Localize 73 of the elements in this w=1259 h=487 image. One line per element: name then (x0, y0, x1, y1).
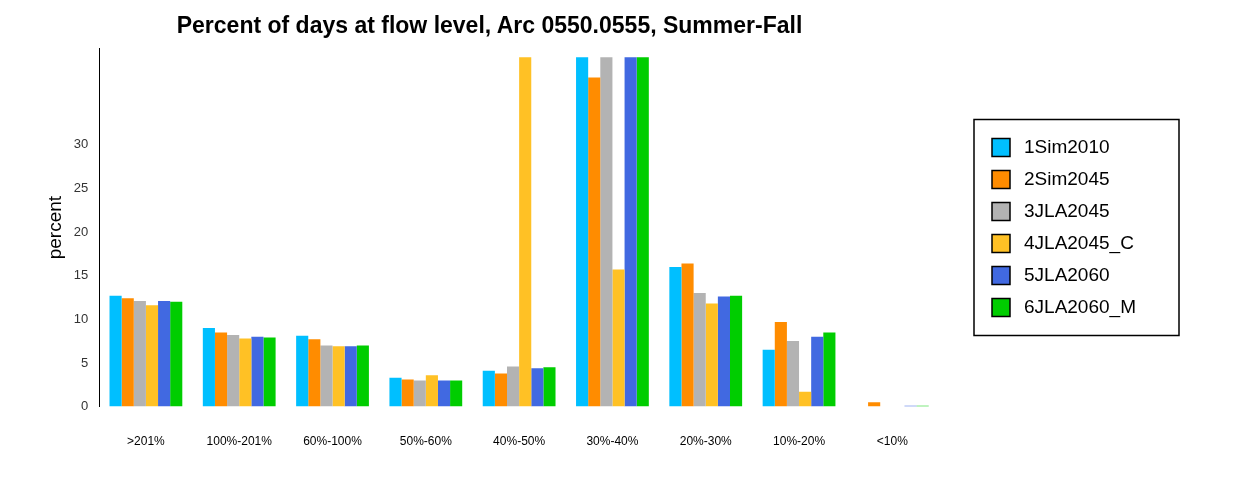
bar (669, 266, 682, 407)
bar (693, 293, 706, 407)
bar (636, 57, 649, 407)
bar (774, 321, 787, 407)
bar (158, 300, 171, 407)
bar (239, 338, 252, 407)
y-tick-label: 5 (81, 354, 89, 370)
x-tick-label: 40%-50% (493, 434, 546, 449)
bar (600, 57, 613, 407)
bar (251, 336, 264, 407)
bar (576, 57, 589, 407)
x-tick-label: 50%-60% (399, 434, 453, 449)
bar (494, 373, 507, 407)
legend-label: 4JLA2045_C (1024, 231, 1134, 254)
bar (145, 305, 159, 407)
bar (786, 341, 800, 407)
bar (868, 402, 881, 407)
bar (482, 370, 495, 407)
bar (413, 380, 426, 407)
bar (507, 366, 520, 407)
y-tick-label: 10 (73, 310, 89, 326)
bar (170, 301, 183, 407)
x-tick-label: 100%-201% (206, 434, 273, 449)
bar (811, 336, 824, 407)
x-tick-label: 20%-30% (679, 434, 733, 449)
x-tick-label: 30%-40% (586, 434, 639, 449)
bar (202, 328, 215, 407)
bar (450, 380, 463, 407)
bar (296, 335, 309, 407)
x-tick-label: <10% (876, 434, 909, 449)
y-tick-label: 15 (73, 267, 89, 283)
bar (425, 375, 438, 407)
bar (705, 303, 718, 407)
bar (109, 295, 122, 407)
bar (437, 380, 451, 407)
bar (214, 332, 228, 407)
y-tick-label: 25 (73, 179, 89, 195)
y-axis-title: percent (43, 195, 65, 260)
bar (344, 346, 357, 407)
x-tick-label: >201% (127, 434, 166, 449)
bar (543, 367, 556, 407)
bar (121, 298, 134, 407)
y-tick-label: 30 (73, 136, 89, 152)
legend-label: 6JLA2060_M (1024, 295, 1136, 318)
bar (730, 295, 743, 407)
y-tick-label: 0 (81, 398, 89, 414)
bar (332, 346, 345, 407)
bar (717, 296, 730, 407)
legend-label: 5JLA2060 (1024, 263, 1110, 285)
bar (519, 57, 532, 407)
bar (263, 337, 276, 407)
bar (133, 300, 146, 407)
x-tick-label: 60%-100% (303, 434, 363, 449)
bar (389, 377, 402, 407)
bar (624, 57, 637, 407)
bar (227, 335, 240, 407)
bar (612, 269, 625, 407)
bar (799, 391, 812, 407)
bar (681, 263, 694, 407)
bar (356, 345, 369, 407)
legend-label: 2Sim2045 (1024, 167, 1110, 189)
legend-label: 1Sim2010 (1024, 135, 1110, 157)
bar (531, 368, 544, 407)
bar (762, 349, 775, 407)
chart-title: Percent of days at flow level, Arc 0550.0555, Summer-Fall (176, 12, 803, 39)
x-tick-label: 10%-20% (773, 434, 826, 449)
legend-label: 3JLA2045 (1024, 199, 1110, 221)
bar (588, 77, 601, 407)
bar (823, 332, 836, 407)
bar (320, 345, 333, 407)
bar (401, 379, 414, 407)
bar (308, 339, 321, 407)
y-tick-label: 20 (73, 223, 89, 239)
